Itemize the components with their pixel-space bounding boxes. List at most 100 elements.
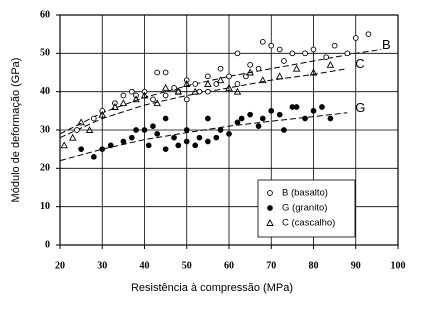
- point: [183, 138, 190, 145]
- legend-label: G (granito): [282, 203, 327, 214]
- point: [128, 88, 135, 95]
- point: [145, 142, 152, 149]
- legend-label: C (cascalho): [282, 218, 335, 229]
- trend-label: B: [382, 37, 391, 52]
- point: [310, 46, 317, 53]
- x-tick-label: 30: [97, 260, 107, 271]
- point: [140, 91, 149, 99]
- point: [90, 153, 97, 160]
- point: [162, 92, 169, 99]
- point: [309, 68, 318, 76]
- point: [281, 127, 287, 133]
- point: [293, 104, 300, 110]
- point: [133, 127, 139, 133]
- point: [319, 104, 325, 110]
- point: [234, 81, 241, 87]
- point: [238, 115, 245, 122]
- point: [107, 142, 114, 149]
- point: [276, 111, 283, 118]
- point: [99, 146, 106, 153]
- point: [183, 127, 190, 133]
- point: [74, 127, 80, 133]
- y-tick-label: 40: [40, 86, 50, 97]
- point: [255, 65, 262, 72]
- point: [268, 42, 275, 49]
- point: [205, 138, 211, 145]
- point: [174, 87, 183, 95]
- point: [192, 142, 199, 149]
- point: [162, 115, 169, 122]
- point: [234, 119, 241, 126]
- trend-line: [59, 49, 382, 135]
- legend-marker: [267, 190, 273, 196]
- point: [259, 115, 266, 122]
- point: [352, 35, 359, 41]
- point: [150, 123, 156, 130]
- point: [162, 146, 169, 153]
- point: [344, 50, 351, 57]
- y-axis-label: Módulo de deformação (GPa): [10, 58, 22, 203]
- point: [259, 38, 266, 45]
- point: [246, 68, 254, 76]
- point: [205, 73, 211, 80]
- point: [90, 115, 97, 122]
- point: [204, 80, 212, 87]
- point: [292, 64, 301, 72]
- point: [141, 127, 148, 133]
- x-tick-label: 50: [182, 260, 192, 271]
- y-tick-label: 30: [40, 124, 50, 135]
- point: [247, 111, 253, 118]
- point: [85, 126, 94, 133]
- trend-label: G: [355, 100, 365, 115]
- point: [120, 138, 127, 145]
- point: [161, 83, 170, 91]
- point: [323, 54, 330, 61]
- point: [111, 103, 119, 110]
- point: [153, 99, 161, 107]
- trend-label: C: [355, 56, 364, 71]
- point: [132, 95, 140, 103]
- point: [255, 123, 262, 130]
- point: [226, 130, 232, 137]
- point: [233, 87, 242, 95]
- trend-line: [59, 68, 348, 139]
- point: [150, 96, 156, 103]
- point: [216, 76, 225, 84]
- x-tick-label: 80: [309, 260, 319, 271]
- point: [259, 76, 267, 84]
- x-tick-label: 20: [55, 260, 65, 271]
- point: [302, 50, 308, 57]
- point: [175, 142, 182, 149]
- point: [217, 127, 224, 133]
- point: [205, 115, 211, 122]
- point: [327, 115, 334, 122]
- point: [289, 50, 296, 57]
- point: [268, 107, 275, 114]
- x-tick-label: 60: [224, 260, 234, 271]
- point: [331, 42, 338, 49]
- point: [98, 110, 107, 118]
- point: [171, 134, 177, 141]
- point: [192, 81, 199, 87]
- point: [247, 61, 253, 68]
- x-tick-label: 100: [391, 260, 406, 271]
- point: [196, 134, 203, 141]
- point: [182, 80, 191, 87]
- legend-marker: [267, 205, 273, 211]
- point: [191, 87, 199, 95]
- point: [281, 58, 287, 64]
- y-tick-label: 10: [40, 201, 50, 212]
- point: [326, 60, 335, 68]
- legend-marker: [266, 219, 274, 226]
- point: [60, 141, 68, 149]
- point: [119, 99, 128, 107]
- point: [225, 83, 233, 91]
- point: [162, 69, 169, 76]
- point: [120, 92, 127, 99]
- point: [213, 134, 220, 141]
- point: [302, 115, 308, 122]
- point: [205, 88, 211, 95]
- point: [171, 84, 177, 91]
- point: [128, 134, 135, 141]
- point: [68, 133, 77, 141]
